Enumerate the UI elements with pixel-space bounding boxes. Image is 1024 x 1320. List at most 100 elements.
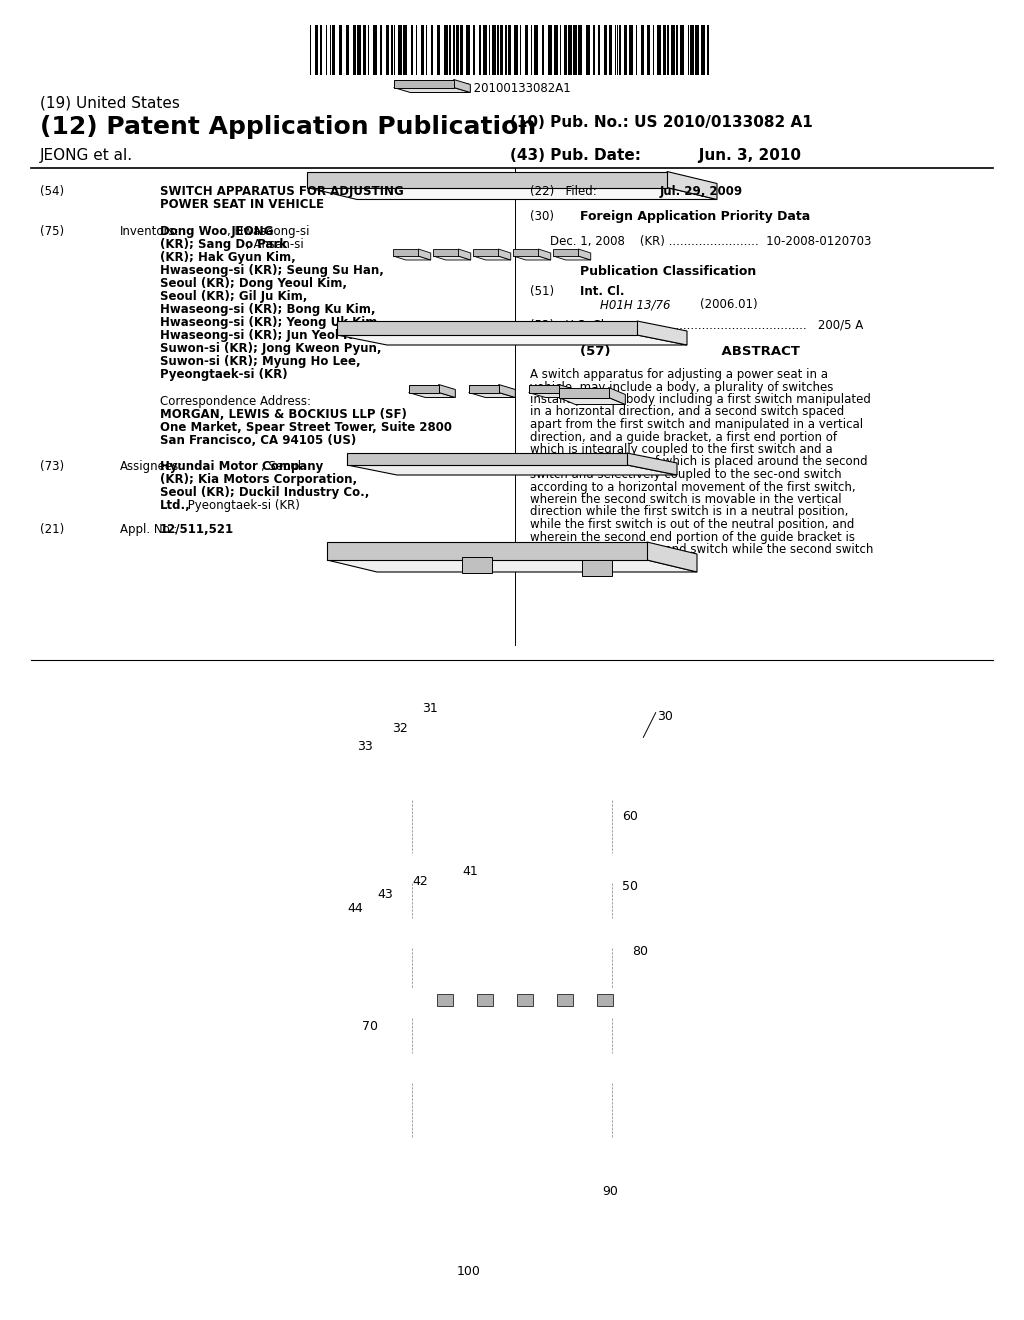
Polygon shape [347, 453, 627, 465]
Bar [476, 994, 493, 1006]
Bar [398, 25, 402, 75]
Text: (12) Patent Application Publication: (12) Patent Application Publication [40, 115, 537, 139]
Polygon shape [553, 249, 579, 256]
Bar [538, 25, 542, 75]
Text: in a horizontal direction, and a second switch spaced: in a horizontal direction, and a second … [530, 405, 844, 418]
Text: 44: 44 [347, 902, 362, 915]
Polygon shape [608, 388, 626, 404]
Polygon shape [327, 543, 647, 560]
Text: Pyeongtaek-si (KR): Pyeongtaek-si (KR) [160, 368, 288, 381]
Polygon shape [559, 384, 575, 397]
Polygon shape [409, 392, 456, 397]
Bar [624, 25, 627, 75]
Bar [440, 25, 444, 75]
Polygon shape [513, 249, 539, 256]
Polygon shape [337, 335, 687, 345]
Bar [431, 25, 433, 75]
Text: Suwon-si (KR); Myung Ho Lee,: Suwon-si (KR); Myung Ho Lee, [160, 355, 360, 368]
Polygon shape [469, 384, 499, 392]
Text: Assignees:: Assignees: [120, 459, 183, 473]
Bar [690, 25, 694, 75]
Bar [701, 25, 705, 75]
Text: wherein the second switch is movable in the vertical: wherein the second switch is movable in … [530, 492, 842, 506]
Bar [451, 25, 453, 75]
Bar [516, 994, 532, 1006]
Text: 33: 33 [357, 741, 373, 752]
Polygon shape [469, 392, 515, 397]
Text: second end portion of which is placed around the second: second end portion of which is placed ar… [530, 455, 867, 469]
Bar [449, 25, 451, 75]
Bar [705, 25, 707, 75]
Bar [556, 994, 572, 1006]
Bar [657, 25, 662, 75]
Text: 80: 80 [632, 945, 648, 958]
Polygon shape [393, 256, 431, 260]
Text: Appl. No.:: Appl. No.: [120, 523, 177, 536]
Text: Dong Woo JEONG: Dong Woo JEONG [160, 224, 273, 238]
Text: (KR); Kia Motors Corporation,: (KR); Kia Motors Corporation, [160, 473, 357, 486]
Bar [548, 25, 552, 75]
Bar [380, 25, 382, 75]
Polygon shape [528, 384, 559, 392]
Bar [678, 25, 680, 75]
Bar [684, 25, 688, 75]
Bar [598, 25, 600, 75]
Text: Hwaseong-si (KR); Seung Su Han,: Hwaseong-si (KR); Seung Su Han, [160, 264, 384, 277]
Bar [503, 25, 505, 75]
Text: Hyundai Motor Company: Hyundai Motor Company [160, 459, 324, 473]
Bar [676, 25, 678, 75]
Text: Pyeongtaek-si (KR): Pyeongtaek-si (KR) [184, 499, 300, 512]
Bar [521, 25, 525, 75]
Text: Suwon-si (KR); Jong Kweon Pyun,: Suwon-si (KR); Jong Kweon Pyun, [160, 342, 382, 355]
Bar [444, 25, 449, 75]
Text: 12/511,521: 12/511,521 [160, 523, 234, 536]
Bar [466, 25, 470, 75]
Text: is out of a neutral position.: is out of a neutral position. [530, 556, 689, 569]
Bar [558, 25, 560, 75]
Bar [525, 25, 528, 75]
Bar [369, 25, 373, 75]
Bar [699, 25, 701, 75]
Bar [500, 25, 503, 75]
Bar [470, 25, 473, 75]
Text: 41: 41 [462, 865, 478, 878]
Polygon shape [513, 256, 551, 260]
Text: MORGAN, LEWIS & BOCKIUS LLP (SF): MORGAN, LEWIS & BOCKIUS LLP (SF) [160, 408, 407, 421]
Bar [629, 25, 633, 75]
Text: apart from the first switch and manipulated in a vertical: apart from the first switch and manipula… [530, 418, 863, 432]
Text: switch and selectively coupled to the sec-ond switch: switch and selectively coupled to the se… [530, 469, 842, 480]
Text: vehicle, may include a body, a plurality of switches: vehicle, may include a body, a plurality… [530, 380, 834, 393]
Bar [357, 25, 361, 75]
Bar [612, 25, 615, 75]
Bar [528, 25, 531, 75]
Text: (KR); Sang Do Park: (KR); Sang Do Park [160, 238, 287, 251]
Polygon shape [409, 384, 438, 392]
Bar [511, 25, 514, 75]
Text: according to a horizontal movement of the first switch,: according to a horizontal movement of th… [530, 480, 856, 494]
Bar [366, 25, 368, 75]
Bar [395, 25, 398, 75]
Bar [463, 25, 466, 75]
Bar [424, 25, 426, 75]
Text: installed on the body including a first switch manipulated: installed on the body including a first … [530, 393, 870, 407]
Bar [604, 25, 607, 75]
Polygon shape [637, 321, 687, 345]
Polygon shape [433, 249, 459, 256]
Text: SWITCH APPARATUS FOR ADJUSTING: SWITCH APPARATUS FOR ADJUSTING [160, 185, 403, 198]
Bar [650, 25, 653, 75]
Bar [346, 25, 349, 75]
Bar [382, 25, 386, 75]
Bar [362, 25, 366, 75]
Bar [335, 25, 339, 75]
Text: Foreign Application Priority Data: Foreign Application Priority Data [580, 210, 810, 223]
Text: (57)                        ABSTRACT: (57) ABSTRACT [580, 345, 800, 358]
Text: 70: 70 [362, 1020, 378, 1034]
Text: , Seoul: , Seoul [261, 459, 301, 473]
Text: US 20100133082A1: US 20100133082A1 [454, 82, 570, 95]
Bar [532, 25, 534, 75]
Bar [590, 25, 593, 75]
Text: POWER SEAT IN VEHICLE: POWER SEAT IN VEHICLE [160, 198, 324, 211]
Text: (21): (21) [40, 523, 65, 536]
Text: JEONG et al.: JEONG et al. [40, 148, 133, 162]
Bar [709, 25, 712, 75]
